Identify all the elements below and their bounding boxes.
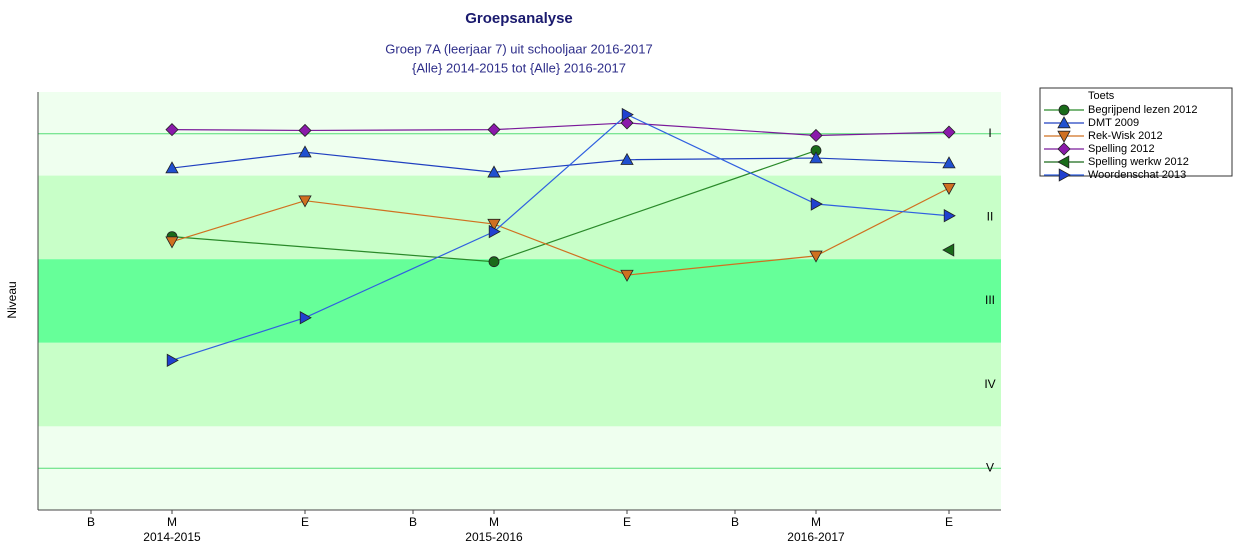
legend-label: DMT 2009 bbox=[1088, 117, 1139, 129]
x-tick-label: E bbox=[301, 515, 309, 529]
legend-label: Woordenschat 2013 bbox=[1088, 169, 1186, 181]
legend-label: Begrijpend lezen 2012 bbox=[1088, 104, 1197, 116]
x-tick-label: E bbox=[945, 515, 953, 529]
series-line bbox=[171, 122, 950, 137]
legend-label: Spelling werkw 2012 bbox=[1088, 156, 1189, 168]
y-tick-label: V bbox=[986, 460, 994, 474]
subtitle: {Alle} 2014-2015 tot {Alle} 2016-2017 bbox=[412, 60, 626, 75]
y-axis-label: Niveau bbox=[5, 281, 19, 318]
marker bbox=[1057, 142, 1071, 156]
marker bbox=[298, 195, 312, 208]
x-sublabel: 2015-2016 bbox=[465, 530, 523, 544]
marker bbox=[809, 250, 823, 263]
marker bbox=[942, 125, 956, 139]
x-tick-label: M bbox=[811, 515, 821, 529]
y-tick-label: II bbox=[987, 210, 994, 224]
marker bbox=[299, 311, 312, 325]
x-tick-label: E bbox=[623, 515, 631, 529]
marker bbox=[942, 182, 956, 195]
marker bbox=[298, 145, 312, 158]
series-line bbox=[171, 151, 950, 173]
y-tick-label: I bbox=[988, 126, 991, 140]
legend-label: Rek-Wisk 2012 bbox=[1088, 130, 1163, 142]
level-band bbox=[38, 342, 1001, 427]
marker bbox=[943, 209, 956, 223]
marker bbox=[1057, 116, 1071, 129]
marker bbox=[488, 224, 501, 239]
marker bbox=[487, 123, 501, 137]
marker bbox=[621, 107, 634, 122]
legend-title: Toets bbox=[1088, 90, 1115, 102]
chart-title: Groepsanalyse bbox=[465, 10, 573, 27]
legend-box bbox=[1039, 87, 1233, 177]
marker bbox=[488, 256, 500, 268]
x-sublabel: 2014-2015 bbox=[143, 530, 201, 544]
marker bbox=[166, 353, 179, 368]
marker bbox=[298, 123, 312, 138]
marker bbox=[620, 152, 634, 165]
x-tick-label: M bbox=[167, 515, 177, 529]
marker bbox=[810, 197, 823, 211]
subtitle: Groep 7A (leerjaar 7) uit schooljaar 201… bbox=[385, 41, 652, 56]
marker bbox=[809, 151, 823, 164]
marker bbox=[809, 128, 823, 143]
y-tick-label: III bbox=[985, 293, 995, 307]
x-tick-label: B bbox=[409, 515, 417, 529]
marker bbox=[165, 236, 179, 249]
marker bbox=[487, 165, 501, 178]
marker bbox=[165, 123, 179, 137]
marker bbox=[1057, 130, 1071, 143]
marker bbox=[1058, 168, 1071, 182]
marker bbox=[942, 156, 956, 169]
x-tick-label: B bbox=[731, 515, 739, 529]
y-tick-label: IV bbox=[984, 377, 995, 391]
series-line bbox=[171, 113, 950, 361]
x-tick-label: B bbox=[87, 515, 95, 529]
level-band bbox=[38, 259, 1001, 343]
series-line bbox=[171, 187, 950, 276]
marker bbox=[620, 269, 634, 282]
marker bbox=[1057, 155, 1070, 169]
marker bbox=[1058, 104, 1070, 116]
x-sublabel: 2016-2017 bbox=[787, 530, 845, 544]
legend-label: Spelling 2012 bbox=[1088, 143, 1155, 155]
x-tick-label: M bbox=[489, 515, 499, 529]
marker bbox=[165, 161, 179, 174]
marker bbox=[487, 218, 501, 231]
level-band bbox=[38, 175, 1001, 260]
marker bbox=[942, 243, 955, 257]
